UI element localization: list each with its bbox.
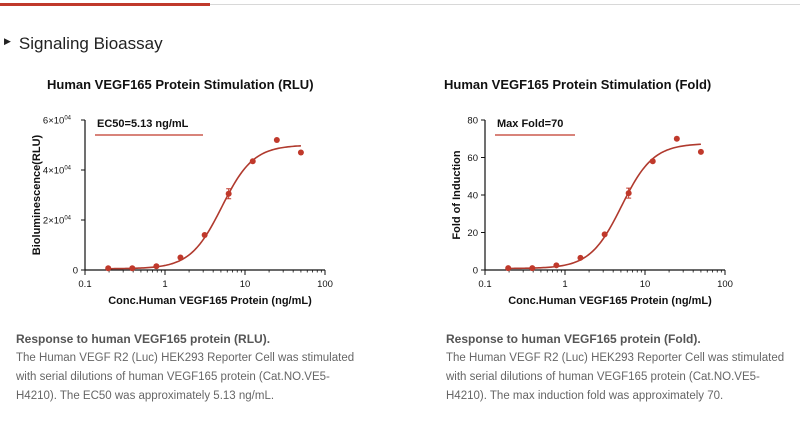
y-tick-exponent: 04 <box>64 216 71 222</box>
data-point <box>297 149 304 156</box>
top-divider <box>0 4 800 5</box>
data-point <box>649 158 656 165</box>
triangle-bullet-icon: ▶ <box>4 35 11 46</box>
data-point <box>577 254 584 261</box>
chart-fold: 0 20 40 60 80 0.1 1 10 100 Conc.Human VEGF165 Pro… <box>451 116 733 308</box>
y-tick-label: 40 <box>467 191 478 202</box>
y-tick-label: 80 <box>467 116 478 127</box>
chart-rlu: 0 2×1004 4×1004 6×1004 0.1 1 10 100 Conc.Human V… <box>31 116 333 308</box>
y-axis-label: Bioluminescence(RLU) <box>31 134 43 255</box>
chart-title-fold: Human VEGF165 Protein Stimulation (Fold) <box>444 77 712 92</box>
y-tick-label: 0 <box>473 266 478 277</box>
data-point <box>249 158 256 165</box>
data-point <box>153 263 160 270</box>
caption-fold: Response to human VEGF165 protein (Fold)… <box>446 330 786 406</box>
data-point <box>553 262 560 269</box>
fit-curve <box>508 143 701 270</box>
x-tick-label: 0.1 <box>78 279 91 290</box>
y-tick-label: 0 <box>73 266 78 277</box>
data-point <box>129 265 136 272</box>
x-tick-label: 0.1 <box>478 279 491 290</box>
data-point <box>529 265 536 272</box>
x-axis-label: Conc.Human VEGF165 Protein (ng/mL) <box>108 295 312 307</box>
caption-body-fold: The Human VEGF R2 (Luc) HEK293 Reporter … <box>446 352 785 402</box>
data-point <box>105 265 112 272</box>
x-tick-label: 100 <box>317 279 333 290</box>
x-tick-label: 1 <box>162 279 167 290</box>
top-accent-bar <box>0 3 210 6</box>
x-axis-label: Conc.Human VEGF165 Protein (ng/mL) <box>508 295 712 307</box>
caption-rlu: Response to human VEGF165 protein (RLU).… <box>16 330 356 406</box>
y-tick-label: 20 <box>467 228 478 239</box>
x-tick-label: 1 <box>562 279 567 290</box>
y-axis-label: Fold of Induction <box>451 150 463 239</box>
y-tick-label: 6×1004 <box>43 116 72 127</box>
section-heading: ▶ Signaling Bioassay <box>4 34 163 54</box>
caption-body-rlu: The Human VEGF R2 (Luc) HEK293 Reporter … <box>16 352 355 402</box>
annotation-label: Max Fold=70 <box>497 118 563 130</box>
y-tick-exponent: 04 <box>64 116 71 122</box>
data-point <box>697 148 704 155</box>
y-tick-label: 2×1004 <box>43 216 72 227</box>
data-point <box>273 137 280 143</box>
data-point <box>201 232 208 238</box>
caption-title-rlu: Response to human VEGF165 protein (RLU). <box>16 332 271 346</box>
caption-title-fold: Response to human VEGF165 protein (Fold)… <box>446 332 701 346</box>
y-tick-exponent: 04 <box>64 166 71 172</box>
data-point <box>673 135 680 142</box>
chart-title-rlu: Human VEGF165 Protein Stimulation (RLU) <box>47 77 314 92</box>
data-point <box>505 265 512 272</box>
fit-curve <box>108 145 301 270</box>
data-point <box>601 231 608 238</box>
y-tick-label: 60 <box>467 153 478 164</box>
data-point <box>177 254 184 261</box>
x-tick-label: 100 <box>717 279 733 290</box>
section-title: Signaling Bioassay <box>18 34 163 53</box>
y-tick-label: 4×1004 <box>43 166 72 177</box>
x-tick-label: 10 <box>640 279 651 290</box>
x-tick-label: 10 <box>240 279 251 290</box>
annotation-label: EC50=5.13 ng/mL <box>97 118 189 130</box>
